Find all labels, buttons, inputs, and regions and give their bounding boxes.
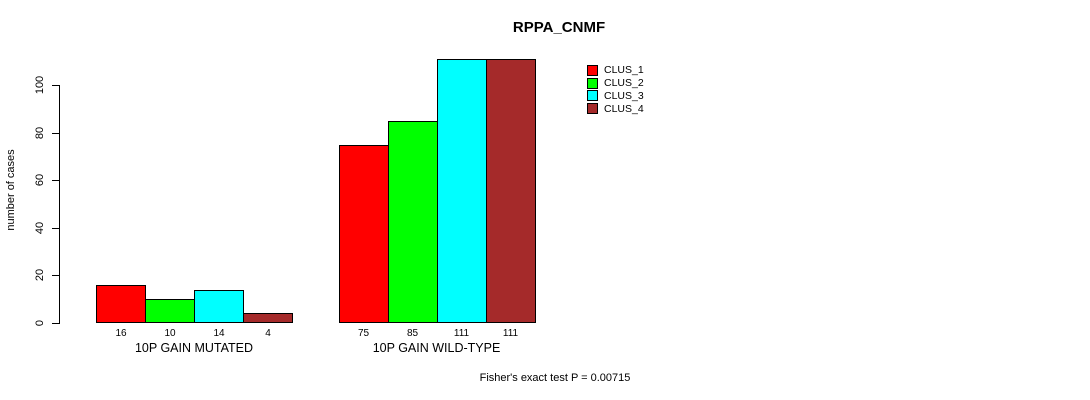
bar-value-label: 111 [502, 328, 519, 339]
legend-swatch [587, 77, 598, 89]
bar-clus_1-group2 [338, 144, 389, 323]
y-tick-label: 40 [34, 221, 46, 234]
y-tick-mark [52, 85, 60, 86]
bar-value-label: 10 [164, 328, 176, 339]
legend-item: CLUS_4 [587, 102, 644, 115]
bar-value-label: 85 [406, 328, 419, 339]
bar-value-label: 111 [453, 328, 470, 339]
legend-item: CLUS_2 [587, 77, 644, 90]
bar-clus_3-group2 [436, 58, 487, 323]
x-group-label: 10P GAIN MUTATED [134, 341, 254, 355]
y-tick-label: 80 [34, 126, 46, 139]
bar-value-label: 4 [265, 328, 271, 339]
legend-label: CLUS_4 [604, 102, 644, 115]
bar-clus_3-group1 [194, 289, 244, 323]
bar-clus_2-group1 [145, 299, 195, 323]
y-tick-mark [52, 275, 60, 277]
legend-item: CLUS_3 [587, 90, 644, 103]
y-axis-line [59, 85, 60, 324]
bar-clus_1-group1 [96, 284, 146, 323]
y-tick-mark [52, 323, 60, 324]
y-tick-mark [52, 180, 60, 182]
y-tick-label: 20 [34, 269, 46, 282]
chart-title: RPPA_CNMF [512, 19, 606, 36]
x-group-label: 10P GAIN WILD-TYPE [372, 341, 501, 355]
y-tick-mark [52, 132, 60, 134]
legend-swatch [587, 90, 598, 102]
bar-value-label: 75 [357, 328, 370, 339]
bar-clus_4-group1 [243, 313, 293, 323]
y-tick-label: 60 [34, 174, 46, 187]
legend-item: CLUS_1 [587, 64, 644, 77]
legend-swatch [587, 64, 598, 76]
bar-value-label: 16 [115, 328, 127, 339]
y-tick-mark [52, 227, 60, 229]
legend-label: CLUS_1 [604, 64, 644, 77]
legend-label: CLUS_3 [604, 89, 644, 102]
annotation-text: Fisher's exact test P = 0.00715 [479, 372, 631, 384]
bar-clus_2-group2 [387, 120, 438, 323]
bar-clus_4-group2 [485, 58, 536, 323]
legend-label: CLUS_2 [604, 77, 644, 90]
y-tick-label: 100 [34, 75, 46, 95]
legend: CLUS_1 CLUS_2 CLUS_3 CLUS_4 [587, 64, 644, 115]
bar-value-label: 14 [213, 328, 225, 339]
legend-swatch [587, 103, 598, 115]
y-tick-label: 0 [34, 319, 46, 327]
